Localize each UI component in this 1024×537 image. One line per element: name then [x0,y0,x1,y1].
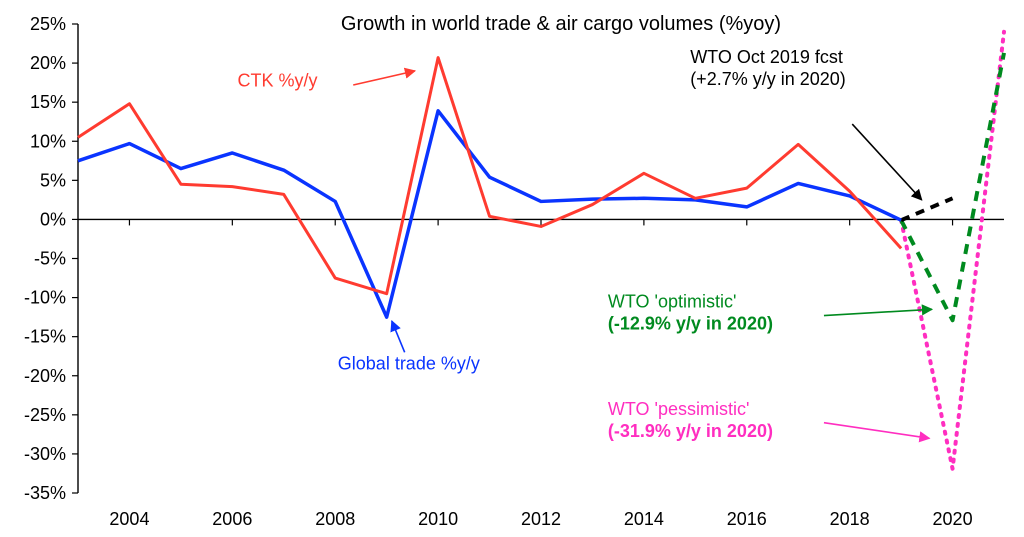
y-tick-label: 5% [40,170,66,190]
y-tick-label: 10% [30,131,66,151]
x-tick-label: 2012 [521,509,561,529]
annotation-ctk_label: CTK %y/y [237,71,414,91]
x-tick-label: 2020 [933,509,973,529]
y-tick-label: 15% [30,92,66,112]
y-tick-label: -20% [24,366,66,386]
y-tick-label: -25% [24,405,66,425]
y-tick-label: 0% [40,209,66,229]
annotation-global_trade_label: Global trade %y/y [338,321,480,373]
y-tick-label: 25% [30,14,66,34]
svg-text:Global trade %y/y: Global trade %y/y [338,353,480,373]
svg-text:CTK %y/y: CTK %y/y [237,71,317,91]
y-tick-label: -30% [24,444,66,464]
chart-svg: -35% -30% -25% -20% -15% -10% -5% 0% 5% 10% 15% 20%… [0,0,1024,537]
chart-container: -35% -30% -25% -20% -15% -10% -5% 0% 5% 10% 15% 20%… [0,0,1024,537]
x-tick-label: 2008 [315,509,355,529]
x-tick-label: 2014 [624,509,664,529]
x-tick-label: 2006 [212,509,252,529]
annotation-wto_oct19_label: WTO Oct 2019 fcst(+2.7% y/y in 2020) [690,47,922,200]
x-tick-label: 2016 [727,509,767,529]
y-tick-label: -10% [24,288,66,308]
y-tick-label: 20% [30,53,66,73]
series-wto_oct19 [901,198,952,220]
annotation-wto_optimistic_label: WTO 'optimistic'(-12.9% y/y in 2020) [608,292,932,334]
annotation-wto_pessimistic_label: WTO 'pessimistic'(-31.9% y/y in 2020) [608,399,930,441]
chart-title: Growth in world trade & air cargo volume… [341,13,781,35]
y-tick-label: -5% [34,249,66,269]
x-tick-label: 2018 [830,509,870,529]
series-wto_pessimistic [901,32,1004,469]
svg-text:WTO 'optimistic'(-12.9% y/y in: WTO 'optimistic'(-12.9% y/y in 2020) [608,292,773,334]
series-wto_optimistic [901,53,1004,320]
y-tick-label: -15% [24,327,66,347]
x-tick-label: 2010 [418,509,458,529]
svg-text:WTO Oct 2019 fcst(+2.7% y/y in: WTO Oct 2019 fcst(+2.7% y/y in 2020) [690,47,846,89]
x-tick-label: 2004 [109,509,149,529]
svg-text:WTO 'pessimistic'(-31.9% y/y i: WTO 'pessimistic'(-31.9% y/y in 2020) [608,399,773,441]
y-tick-label: -35% [24,483,66,503]
